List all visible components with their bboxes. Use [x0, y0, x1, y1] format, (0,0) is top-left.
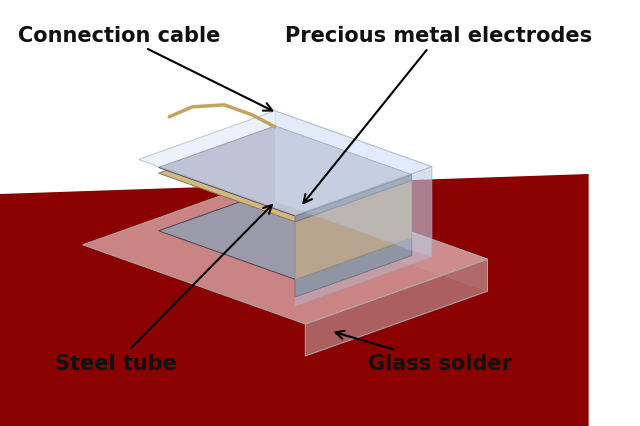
Polygon shape	[159, 132, 412, 222]
Polygon shape	[275, 127, 412, 181]
Polygon shape	[305, 259, 488, 356]
Polygon shape	[159, 190, 412, 280]
Polygon shape	[295, 239, 412, 297]
Polygon shape	[138, 112, 432, 216]
Text: Connection cable: Connection cable	[19, 26, 272, 111]
Polygon shape	[83, 181, 488, 324]
Text: Glass solder: Glass solder	[335, 331, 512, 373]
Text: Precious metal electrodes: Precious metal electrodes	[285, 26, 592, 204]
Text: Steel tube: Steel tube	[55, 206, 272, 373]
Polygon shape	[275, 112, 432, 258]
Polygon shape	[275, 190, 412, 256]
Polygon shape	[295, 175, 412, 222]
Polygon shape	[295, 181, 412, 280]
Polygon shape	[0, 175, 589, 426]
Polygon shape	[265, 181, 488, 291]
Polygon shape	[275, 132, 412, 239]
Polygon shape	[159, 127, 412, 216]
Polygon shape	[295, 167, 432, 306]
